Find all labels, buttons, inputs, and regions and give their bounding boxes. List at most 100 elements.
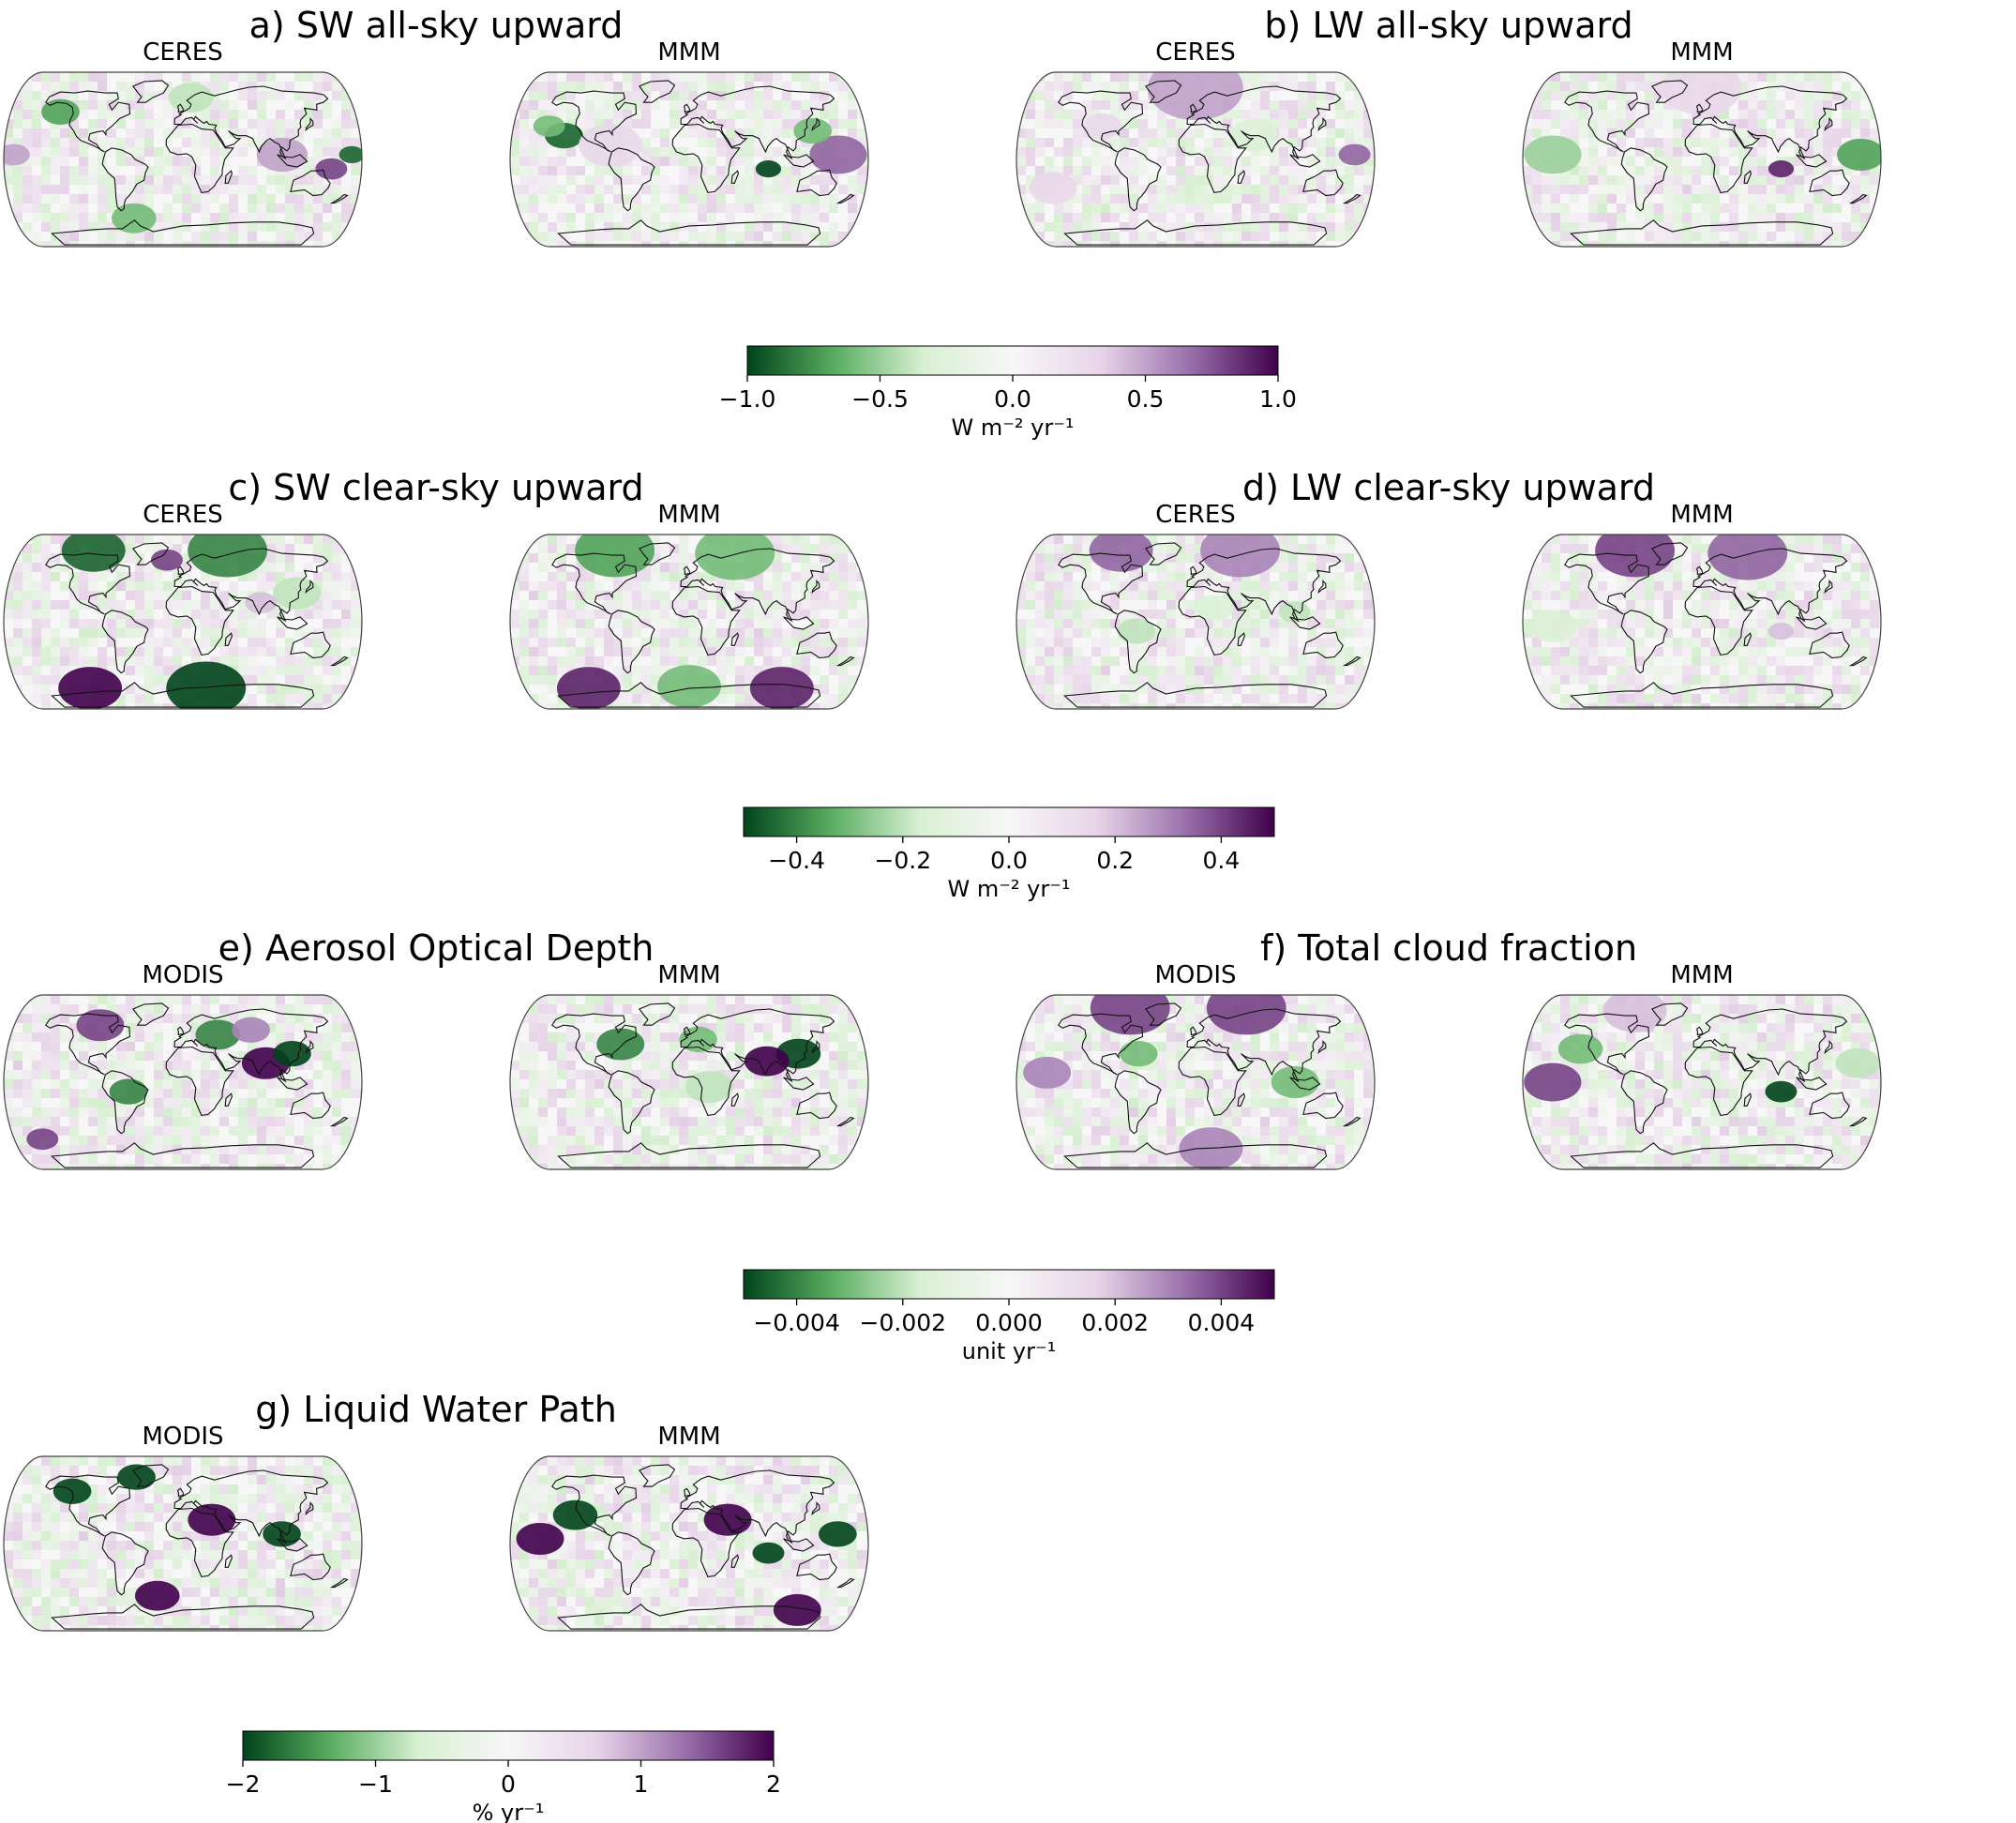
coastline-north-america [1564, 552, 1650, 615]
colorbar-label: % yr⁻¹ [473, 1800, 545, 1823]
colorbars: −1.0 −0.5 0.0 0.5 1.0 W m⁻² yr⁻¹ −0.4 −0.2 0.0 0.… [226, 345, 1297, 1823]
coastline-antarctica [1570, 682, 1834, 708]
coastline-north-america [45, 552, 131, 615]
coastline-antarctica [51, 682, 315, 708]
anomaly-cell [315, 158, 348, 180]
panel-g: g) Liquid Water Path MODIS MMM [3, 1389, 869, 1632]
map-modis: MODIS [3, 1423, 363, 1632]
anomaly-cell [1029, 172, 1077, 204]
coastline-australia [796, 169, 837, 197]
colorbar-tick-label: −0.5 [851, 385, 909, 413]
anomaly-cell [575, 535, 655, 578]
coastline-antarctica [1570, 219, 1834, 246]
coastline-new-zealand [1342, 655, 1362, 667]
coastline-north-america [1058, 552, 1144, 615]
coastline-africa [671, 585, 741, 656]
map-outline [1016, 534, 1376, 710]
coastline-eurasia [173, 548, 329, 623]
anomaly-cell [109, 1078, 148, 1105]
coastline-south-america [1114, 1070, 1162, 1135]
panel-title: d) LW clear-sky upward [1242, 467, 1655, 508]
map-label: CERES [1155, 38, 1236, 67]
coastline-greenland [639, 80, 676, 103]
coastline-indonesia [277, 154, 308, 168]
colorbar-tick-label: 0.002 [1081, 1309, 1149, 1336]
anomaly-cell [1179, 1127, 1243, 1169]
coastline-indonesia [783, 1538, 815, 1552]
anomaly-cell [1524, 135, 1582, 174]
coastline-madagascar [1237, 632, 1245, 646]
anomaly-cell [745, 1046, 790, 1077]
coastline-new-zealand [329, 193, 349, 204]
panel-title: f) Total cloud fraction [1260, 927, 1637, 969]
coastline-north-america [1564, 1013, 1650, 1076]
panel-title: g) Liquid Water Path [255, 1389, 617, 1430]
coastline-madagascar [224, 632, 233, 646]
coastline-japan [305, 1040, 314, 1055]
coastline-uk [683, 1026, 691, 1036]
coastline-eurasia [680, 548, 835, 623]
map-label: MODIS [142, 1423, 223, 1451]
map-outline [509, 534, 869, 710]
coastline-greenland [639, 542, 676, 565]
coastline-japan [305, 117, 314, 132]
coastline-antarctica [557, 1142, 821, 1168]
coastline-south-america [608, 147, 655, 212]
anomaly-cell [1524, 1062, 1582, 1102]
map-outline [509, 994, 869, 1170]
coastline-south-america [101, 1070, 149, 1135]
anomaly-cell [818, 1521, 857, 1547]
colorbar-tick-label: −0.004 [753, 1309, 840, 1336]
coastline-south-america [608, 610, 655, 674]
coastline-japan [1317, 1040, 1327, 1055]
map-outline [509, 1455, 869, 1632]
coastline-africa [1178, 123, 1247, 194]
map-label: MMM [1670, 38, 1733, 67]
coastline-japan [811, 1040, 820, 1055]
colorbar-tick-label: 0.0 [990, 847, 1028, 874]
anomaly-cell [1837, 138, 1881, 171]
colorbar-tick-label: 0 [501, 1770, 516, 1798]
map-mmm: MMM [1522, 38, 1882, 248]
colorbar-gradient [746, 345, 1279, 376]
colorbar-tick-label: −0.4 [768, 847, 825, 874]
coastline-south-america [101, 610, 149, 674]
anomaly-cell [793, 117, 833, 144]
coastline-madagascar [730, 632, 739, 646]
anomaly-cell [112, 203, 157, 234]
anomaly-cell [755, 160, 782, 178]
map-label: CERES [1155, 501, 1236, 529]
coastline-greenland [132, 1002, 170, 1026]
map-outline [1016, 994, 1376, 1170]
coastline-south-america [1114, 610, 1162, 674]
coastline-new-zealand [835, 193, 855, 204]
colorbar-tick-label: −2 [226, 1770, 261, 1798]
coastline-indonesia [783, 154, 815, 168]
anomaly-cell [58, 667, 123, 709]
anomaly-cell [685, 1071, 733, 1104]
colorbar-2: −0.4 −0.2 0.0 0.2 0.4 W m⁻² yr⁻¹ [743, 806, 1275, 902]
anomaly-cell [1835, 1047, 1881, 1078]
colorbar-label: unit yr⁻¹ [962, 1338, 1057, 1364]
coastline-uk [683, 103, 691, 113]
coastline-africa [165, 585, 234, 656]
coastline-north-america [45, 1474, 131, 1537]
anomaly-cell [1090, 995, 1170, 1035]
coastline-eurasia [1186, 1008, 1342, 1083]
map-mmm: MMM [509, 1423, 869, 1632]
colorbar-label: W m⁻² yr⁻¹ [951, 414, 1074, 441]
colorbar-gradient [743, 806, 1275, 837]
colorbar-tick-label: 1.0 [1259, 385, 1297, 413]
coastline-africa [165, 123, 234, 194]
coastline-uk [1189, 1026, 1197, 1036]
coastline-eurasia [1186, 548, 1342, 623]
coastline-australia [796, 631, 837, 659]
coastline-madagascar [1743, 632, 1752, 646]
coastline-greenland [639, 1002, 676, 1026]
colorbar-1: −1.0 −0.5 0.0 0.5 1.0 W m⁻² yr⁻¹ [719, 345, 1297, 441]
coastline-australia [290, 169, 331, 197]
coastline-new-zealand [329, 655, 349, 667]
coastline-greenland [1651, 80, 1689, 103]
